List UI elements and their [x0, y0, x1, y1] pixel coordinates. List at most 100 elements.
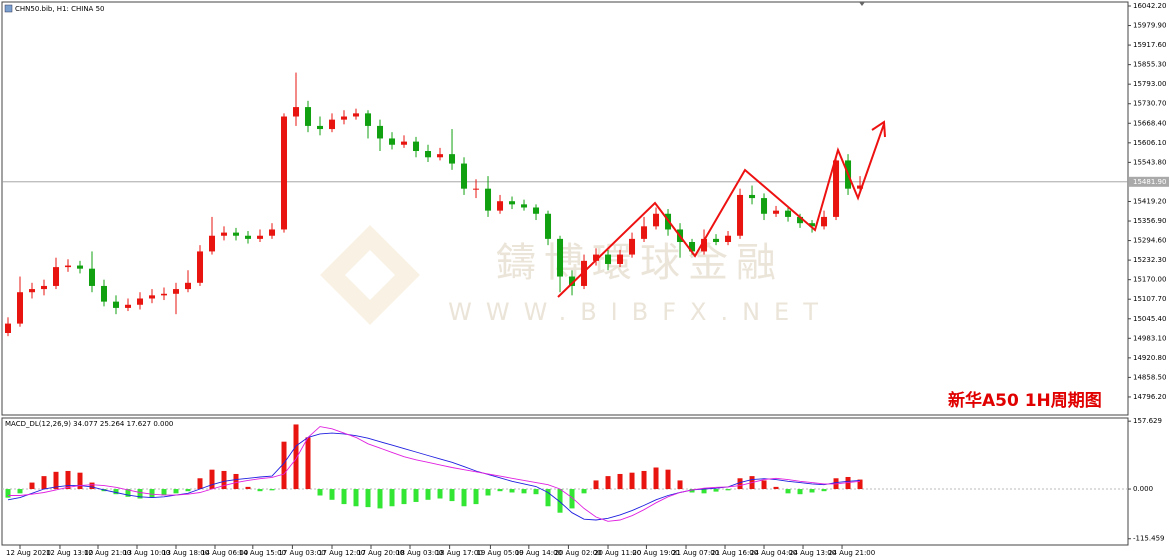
macd-bar — [449, 489, 455, 502]
macd-bar — [605, 476, 611, 490]
macd-bar — [509, 489, 515, 493]
watermark-name: 鑄博環球金融 — [496, 240, 784, 286]
macd-bar — [17, 489, 23, 494]
y-tick-label: 15170.00 — [1133, 276, 1166, 284]
macd-bar — [317, 489, 323, 496]
candle-body — [281, 116, 288, 230]
macd-bar — [461, 489, 467, 507]
macd-bar — [125, 489, 131, 497]
x-tick-label: 20 Aug 11:00 — [594, 549, 641, 557]
macd-bar — [665, 469, 671, 490]
macd-bar — [485, 489, 491, 496]
macd-bar — [329, 489, 335, 500]
macd-bar — [809, 489, 815, 493]
candle-body — [101, 285, 108, 302]
candle-body — [53, 267, 60, 286]
macd-bar — [89, 482, 95, 490]
macd-bar — [737, 478, 743, 490]
x-tick-label: 20 Aug 02:00 — [554, 549, 601, 557]
macd-bar — [257, 489, 263, 492]
macd-bar — [629, 472, 635, 490]
candle-body — [629, 238, 636, 255]
candle-body — [605, 254, 612, 264]
candle-body — [833, 160, 840, 217]
candle-body — [737, 194, 744, 236]
candle-body — [557, 238, 564, 277]
macd-bar — [773, 486, 779, 490]
candle-body — [377, 125, 384, 139]
zigzag-annotation — [557, 120, 886, 298]
macd-bar — [653, 467, 659, 490]
candle-body — [617, 254, 624, 264]
macd-bar — [245, 486, 251, 490]
macd-bar — [677, 480, 683, 490]
candle-body — [341, 116, 348, 120]
x-tick-label: 13 Aug 18:00 — [162, 549, 209, 557]
candle-body — [389, 138, 396, 145]
candle-body — [185, 282, 192, 290]
candle-body — [125, 304, 132, 308]
macd-bar — [545, 489, 551, 507]
x-tick-label: 12 Aug 2020 — [6, 549, 51, 557]
macd-bar — [137, 489, 143, 499]
y-tick-label: 14920.80 — [1133, 354, 1166, 362]
y-tick-label: 14796.20 — [1133, 393, 1166, 401]
macd-bar — [473, 489, 479, 505]
macd-bar — [53, 471, 59, 490]
candle-body — [581, 260, 588, 286]
candle-body — [89, 268, 96, 286]
y-tick-label: 15855.30 — [1133, 61, 1166, 69]
candle-body — [773, 210, 780, 214]
symbol-icon — [4, 4, 13, 13]
candle-body — [17, 292, 24, 324]
price-pane — [1, 1, 1129, 416]
macd-bar — [857, 479, 863, 490]
y-tick-label: 16042.20 — [1133, 2, 1166, 10]
y-tick-label: 15793.00 — [1133, 80, 1166, 88]
y-tick-label: 15668.40 — [1133, 119, 1166, 127]
candle-body — [305, 107, 312, 126]
macd-bar — [389, 489, 395, 507]
x-tick-label: 17 Aug 03:00 — [278, 549, 325, 557]
macd-bar — [821, 489, 827, 492]
x-tick-label: 18 Aug 03:00 — [396, 549, 443, 557]
macd-bar — [641, 470, 647, 490]
candle-body — [593, 254, 600, 261]
candle-body — [497, 201, 504, 211]
macd-bar — [413, 489, 419, 502]
candle-body — [401, 141, 408, 145]
macd-bar — [353, 489, 359, 507]
macd-label: MACD_DL(12,26,9) 34.077 25.264 17.627 0.… — [5, 420, 173, 428]
macd-bar — [593, 480, 599, 490]
macd-bar — [713, 489, 719, 492]
candle-body — [473, 188, 480, 190]
last-price-label: 15481.90 — [1133, 178, 1166, 186]
macd-bar — [341, 489, 347, 505]
macd-bar — [401, 489, 407, 505]
macd-bar — [293, 424, 299, 490]
candle-body — [749, 194, 756, 199]
macd-bar — [185, 489, 191, 492]
x-tick-label: 13 Aug 10:00 — [123, 549, 170, 557]
candle-body — [41, 285, 48, 290]
candle-body — [545, 213, 552, 239]
macd-bar — [725, 489, 731, 491]
candle-body — [317, 125, 324, 130]
candle-body — [437, 154, 444, 158]
candle-body — [329, 119, 336, 130]
macd-bar — [209, 469, 215, 490]
candle-body — [857, 185, 864, 189]
watermark-url: WWW.BIBFX.NET — [448, 298, 832, 326]
candle-body — [725, 235, 732, 243]
macd-bar — [161, 489, 167, 496]
y-tick-label: 15543.80 — [1133, 158, 1166, 166]
macd-bar — [797, 489, 803, 495]
candle-body — [641, 226, 648, 239]
y-tick-label: 15107.70 — [1133, 295, 1166, 303]
macd-bar — [785, 489, 791, 494]
macd-bar — [221, 470, 227, 490]
y-tick-label: 15730.70 — [1133, 100, 1166, 108]
macd-pane — [1, 417, 1129, 546]
macd-bar — [761, 480, 767, 490]
candle-body — [197, 251, 204, 283]
